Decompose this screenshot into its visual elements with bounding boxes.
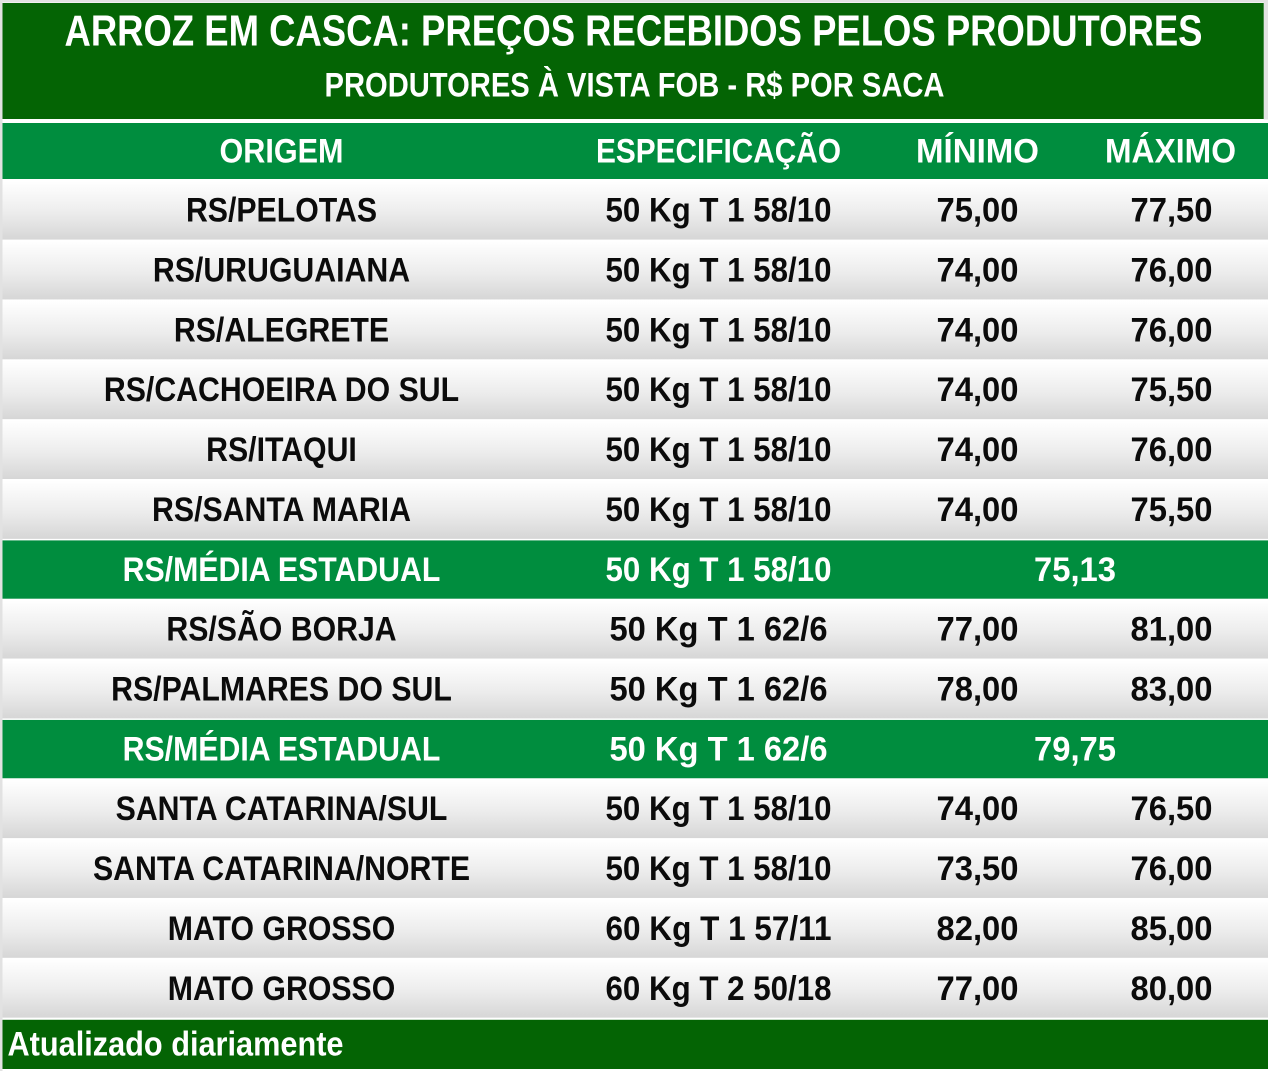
svg-text:50 Kg T 1 58/10: 50 Kg T 1 58/10 [606, 371, 832, 409]
svg-text:MATO GROSSO: MATO GROSSO [168, 970, 396, 1008]
svg-text:50 Kg T 1 62/6: 50 Kg T 1 62/6 [610, 611, 828, 649]
svg-text:50 Kg T 1 58/10: 50 Kg T 1 58/10 [606, 551, 832, 589]
svg-text:77,00: 77,00 [937, 611, 1019, 649]
svg-text:MÁXIMO: MÁXIMO [1105, 133, 1236, 171]
svg-text:83,00: 83,00 [1131, 671, 1213, 709]
svg-text:RS/SÃO BORJA: RS/SÃO BORJA [166, 611, 396, 649]
svg-text:85,00: 85,00 [1131, 910, 1213, 948]
svg-text:ARROZ EM CASCA: PREÇOS RECEBID: ARROZ EM CASCA: PREÇOS RECEBIDOS PELOS P… [65, 8, 1203, 56]
svg-text:60 Kg T 1 57/11: 60 Kg T 1 57/11 [606, 910, 832, 948]
svg-text:RS/URUGUAIANA: RS/URUGUAIANA [153, 252, 410, 290]
svg-text:75,00: 75,00 [937, 192, 1019, 230]
svg-text:76,00: 76,00 [1131, 311, 1213, 349]
svg-text:74,00: 74,00 [937, 491, 1019, 529]
svg-text:50 Kg T 1 58/10: 50 Kg T 1 58/10 [606, 431, 832, 469]
svg-text:RS/ALEGRETE: RS/ALEGRETE [174, 311, 389, 349]
svg-text:76,00: 76,00 [1131, 431, 1213, 469]
svg-text:SANTA CATARINA/SUL: SANTA CATARINA/SUL [116, 790, 448, 828]
svg-text:RS/PELOTAS: RS/PELOTAS [186, 192, 377, 230]
svg-text:RS/ITAQUI: RS/ITAQUI [206, 431, 357, 469]
svg-text:RS/MÉDIA ESTADUAL: RS/MÉDIA ESTADUAL [123, 730, 441, 768]
svg-text:74,00: 74,00 [937, 371, 1019, 409]
svg-text:60 Kg T 2 50/18: 60 Kg T 2 50/18 [606, 970, 832, 1008]
svg-text:MATO GROSSO: MATO GROSSO [168, 910, 396, 948]
svg-text:74,00: 74,00 [937, 431, 1019, 469]
svg-text:50 Kg T 1 62/6: 50 Kg T 1 62/6 [610, 671, 828, 709]
svg-text:76,00: 76,00 [1131, 850, 1213, 888]
svg-text:50 Kg T 1 58/10: 50 Kg T 1 58/10 [606, 192, 832, 230]
svg-text:50 Kg T 1 58/10: 50 Kg T 1 58/10 [606, 790, 832, 828]
svg-text:SANTA CATARINA/NORTE: SANTA CATARINA/NORTE [93, 850, 470, 888]
svg-text:50 Kg T 1 58/10: 50 Kg T 1 58/10 [606, 311, 832, 349]
svg-text:RS/PALMARES DO SUL: RS/PALMARES DO SUL [111, 671, 452, 709]
svg-text:73,50: 73,50 [937, 850, 1019, 888]
svg-text:Atualizado diariamente: Atualizado diariamente [8, 1026, 344, 1064]
svg-text:50 Kg T 1 62/6: 50 Kg T 1 62/6 [610, 730, 828, 768]
svg-text:74,00: 74,00 [937, 790, 1019, 828]
svg-text:77,00: 77,00 [937, 970, 1019, 1008]
svg-text:74,00: 74,00 [937, 252, 1019, 290]
svg-text:75,13: 75,13 [1034, 551, 1116, 589]
svg-text:MÍNIMO: MÍNIMO [916, 133, 1039, 171]
svg-text:RS/CACHOEIRA DO SUL: RS/CACHOEIRA DO SUL [104, 371, 459, 409]
svg-text:RS/SANTA MARIA: RS/SANTA MARIA [152, 491, 411, 529]
svg-text:50 Kg T 1 58/10: 50 Kg T 1 58/10 [606, 491, 832, 529]
svg-text:PRODUTORES À VISTA FOB - R$ PO: PRODUTORES À VISTA FOB - R$ POR SACA [325, 67, 945, 105]
svg-text:ESPECIFICAÇÃO: ESPECIFICAÇÃO [596, 133, 841, 171]
svg-text:79,75: 79,75 [1034, 730, 1116, 768]
svg-text:78,00: 78,00 [937, 671, 1019, 709]
svg-text:50 Kg T 1 58/10: 50 Kg T 1 58/10 [606, 252, 832, 290]
svg-text:82,00: 82,00 [937, 910, 1019, 948]
svg-text:RS/MÉDIA ESTADUAL: RS/MÉDIA ESTADUAL [123, 551, 441, 589]
svg-text:50 Kg T 1 58/10: 50 Kg T 1 58/10 [606, 850, 832, 888]
svg-text:74,00: 74,00 [937, 311, 1019, 349]
svg-text:80,00: 80,00 [1131, 970, 1213, 1008]
svg-text:81,00: 81,00 [1131, 611, 1213, 649]
svg-text:77,50: 77,50 [1131, 192, 1213, 230]
svg-text:75,50: 75,50 [1131, 371, 1213, 409]
svg-text:76,00: 76,00 [1131, 252, 1213, 290]
svg-text:76,50: 76,50 [1131, 790, 1213, 828]
svg-text:75,50: 75,50 [1131, 491, 1213, 529]
svg-text:ORIGEM: ORIGEM [220, 133, 344, 171]
